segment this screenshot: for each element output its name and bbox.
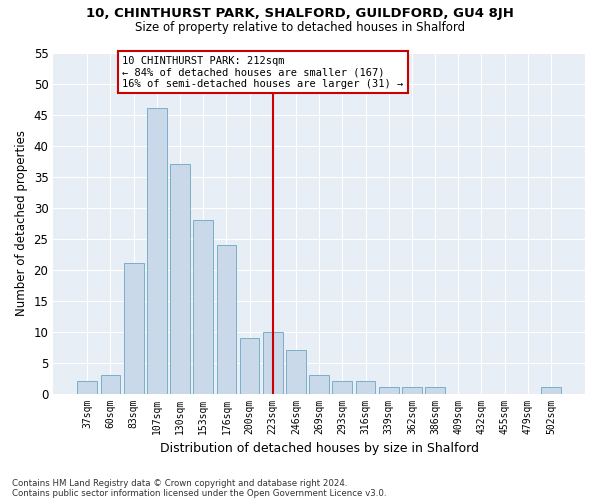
Text: Size of property relative to detached houses in Shalford: Size of property relative to detached ho…	[135, 21, 465, 34]
Bar	[217, 244, 236, 394]
Bar	[379, 388, 398, 394]
Text: Contains public sector information licensed under the Open Government Licence v3: Contains public sector information licen…	[12, 488, 386, 498]
X-axis label: Distribution of detached houses by size in Shalford: Distribution of detached houses by size …	[160, 442, 479, 455]
Bar	[240, 338, 259, 394]
Bar	[332, 381, 352, 394]
Bar	[286, 350, 306, 394]
Bar	[77, 381, 97, 394]
Bar	[170, 164, 190, 394]
Bar	[541, 388, 561, 394]
Bar	[263, 332, 283, 394]
Bar	[193, 220, 213, 394]
Bar	[425, 388, 445, 394]
Bar	[147, 108, 167, 394]
Text: 10 CHINTHURST PARK: 212sqm
← 84% of detached houses are smaller (167)
16% of sem: 10 CHINTHURST PARK: 212sqm ← 84% of deta…	[122, 56, 403, 89]
Text: 10, CHINTHURST PARK, SHALFORD, GUILDFORD, GU4 8JH: 10, CHINTHURST PARK, SHALFORD, GUILDFORD…	[86, 8, 514, 20]
Bar	[356, 381, 376, 394]
Bar	[124, 264, 143, 394]
Bar	[309, 375, 329, 394]
Bar	[101, 375, 121, 394]
Text: Contains HM Land Registry data © Crown copyright and database right 2024.: Contains HM Land Registry data © Crown c…	[12, 478, 347, 488]
Bar	[402, 388, 422, 394]
Y-axis label: Number of detached properties: Number of detached properties	[15, 130, 28, 316]
